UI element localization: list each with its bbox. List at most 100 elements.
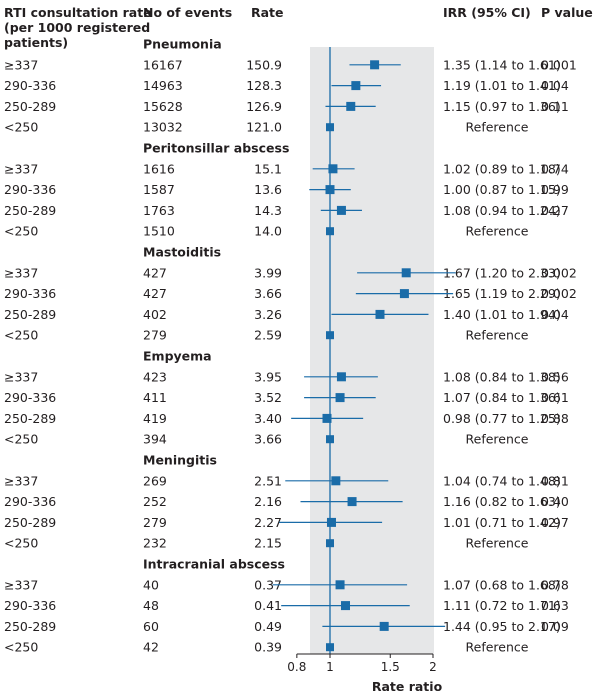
row-events: 427 bbox=[143, 265, 167, 280]
row-events: 14963 bbox=[143, 78, 183, 93]
irr-point bbox=[399, 289, 409, 299]
row-rate: 0.41 bbox=[254, 598, 282, 613]
row-irr-ci: 1.40 (1.01 to 1.94) bbox=[443, 307, 561, 322]
reference-point bbox=[326, 643, 334, 652]
row-pvalue: 0.78 bbox=[541, 577, 569, 592]
row-category: ≥337 bbox=[4, 57, 38, 72]
row-pvalue: 0.04 bbox=[541, 307, 569, 322]
row-events: 394 bbox=[143, 432, 167, 447]
row-events: 48 bbox=[143, 598, 159, 613]
row-events: 232 bbox=[143, 536, 167, 551]
irr-point bbox=[336, 205, 346, 215]
row-events: 1616 bbox=[143, 161, 175, 176]
outcome-group-label: Meningitis bbox=[143, 453, 217, 468]
row-category: ≥337 bbox=[4, 161, 38, 176]
row-reference-label: Reference bbox=[466, 432, 529, 447]
header-events: No of events bbox=[143, 5, 232, 20]
row-rate: 0.49 bbox=[254, 619, 282, 634]
row-rate: 0.37 bbox=[254, 577, 282, 592]
x-tick-label: 0.8 bbox=[287, 660, 306, 674]
row-pvalue: 0.74 bbox=[541, 161, 569, 176]
row-events: 279 bbox=[143, 328, 167, 343]
row-category: 290-336 bbox=[4, 598, 56, 613]
row-irr-ci: 1.04 (0.74 to 1.48) bbox=[443, 473, 561, 488]
row-events: 252 bbox=[143, 494, 167, 509]
header-category-line2: (per 1000 registered bbox=[4, 20, 150, 35]
row-category: <250 bbox=[4, 640, 38, 655]
irr-point bbox=[328, 164, 338, 174]
row-rate: 128.3 bbox=[246, 78, 282, 93]
row-irr-ci: 1.01 (0.71 to 1.42) bbox=[443, 515, 561, 530]
irr-point bbox=[346, 101, 356, 111]
x-tick-label: 1 bbox=[326, 660, 334, 674]
x-tick-label: 2 bbox=[429, 660, 437, 674]
row-pvalue: 0.99 bbox=[541, 182, 569, 197]
row-category: 250-289 bbox=[4, 411, 56, 426]
row-irr-ci: 1.08 (0.94 to 1.24) bbox=[443, 203, 561, 218]
row-category: 290-336 bbox=[4, 78, 56, 93]
row-rate: 121.0 bbox=[246, 120, 282, 135]
irr-point bbox=[379, 621, 389, 631]
row-rate: 14.3 bbox=[254, 203, 282, 218]
row-category: 250-289 bbox=[4, 203, 56, 218]
outcome-group-label: Empyema bbox=[143, 349, 212, 364]
row-pvalue: 0.002 bbox=[541, 286, 577, 301]
x-tick-label: 1.5 bbox=[381, 660, 400, 674]
row-irr-ci: 1.19 (1.01 to 1.41) bbox=[443, 78, 561, 93]
outcome-group-label: Pneumonia bbox=[143, 37, 222, 52]
row-pvalue: 0.09 bbox=[541, 619, 569, 634]
irr-point bbox=[322, 413, 332, 423]
row-rate: 3.66 bbox=[254, 432, 282, 447]
header-pvalue: P value bbox=[541, 5, 593, 20]
row-category: ≥337 bbox=[4, 577, 38, 592]
row-events: 60 bbox=[143, 619, 159, 634]
plot-panel-background bbox=[310, 47, 434, 654]
irr-point bbox=[347, 497, 357, 507]
row-irr-ci: 1.07 (0.68 to 1.68) bbox=[443, 577, 561, 592]
irr-point bbox=[351, 81, 361, 91]
row-pvalue: 0.002 bbox=[541, 265, 577, 280]
row-events: 16167 bbox=[143, 57, 183, 72]
header-category-line3: patients) bbox=[4, 35, 68, 50]
row-pvalue: 0.61 bbox=[541, 390, 569, 405]
row-pvalue: 0.63 bbox=[541, 598, 569, 613]
row-pvalue: 0.56 bbox=[541, 369, 569, 384]
row-rate: 3.40 bbox=[254, 411, 282, 426]
row-rate: 2.59 bbox=[254, 328, 282, 343]
row-category: ≥337 bbox=[4, 473, 38, 488]
row-rate: 15.1 bbox=[254, 161, 282, 176]
header-irr: IRR (95% CI) bbox=[443, 5, 531, 20]
row-rate: 3.95 bbox=[254, 369, 282, 384]
row-irr-ci: 1.67 (1.20 to 2.33) bbox=[443, 265, 561, 280]
row-rate: 2.16 bbox=[254, 494, 282, 509]
irr-point bbox=[336, 372, 346, 382]
row-category: 250-289 bbox=[4, 307, 56, 322]
header-rate: Rate bbox=[251, 5, 284, 20]
irr-point bbox=[370, 60, 380, 70]
row-pvalue: 0.40 bbox=[541, 494, 569, 509]
row-irr-ci: 1.11 (0.72 to 1.71) bbox=[443, 598, 561, 613]
row-category: <250 bbox=[4, 536, 38, 551]
row-irr-ci: 1.65 (1.19 to 2.29) bbox=[443, 286, 561, 301]
row-events: 1587 bbox=[143, 182, 175, 197]
row-events: 1763 bbox=[143, 203, 175, 218]
row-irr-ci: 1.35 (1.14 to 1.61) bbox=[443, 57, 561, 72]
irr-point bbox=[375, 309, 385, 319]
row-category: 290-336 bbox=[4, 182, 56, 197]
row-category: 290-336 bbox=[4, 390, 56, 405]
row-events: 269 bbox=[143, 473, 167, 488]
reference-point bbox=[326, 331, 334, 340]
row-category: 290-336 bbox=[4, 286, 56, 301]
row-rate: 14.0 bbox=[254, 224, 282, 239]
reference-point bbox=[326, 227, 334, 236]
irr-point bbox=[401, 268, 411, 278]
row-pvalue: 0.88 bbox=[541, 411, 569, 426]
irr-point bbox=[325, 185, 335, 195]
row-rate: 3.52 bbox=[254, 390, 282, 405]
row-rate: 0.39 bbox=[254, 640, 282, 655]
row-pvalue: 0.001 bbox=[541, 57, 577, 72]
row-reference-label: Reference bbox=[466, 224, 529, 239]
header-category-line1: RTI consultation rate bbox=[4, 5, 152, 20]
outcome-group-label: Mastoiditis bbox=[143, 245, 221, 260]
